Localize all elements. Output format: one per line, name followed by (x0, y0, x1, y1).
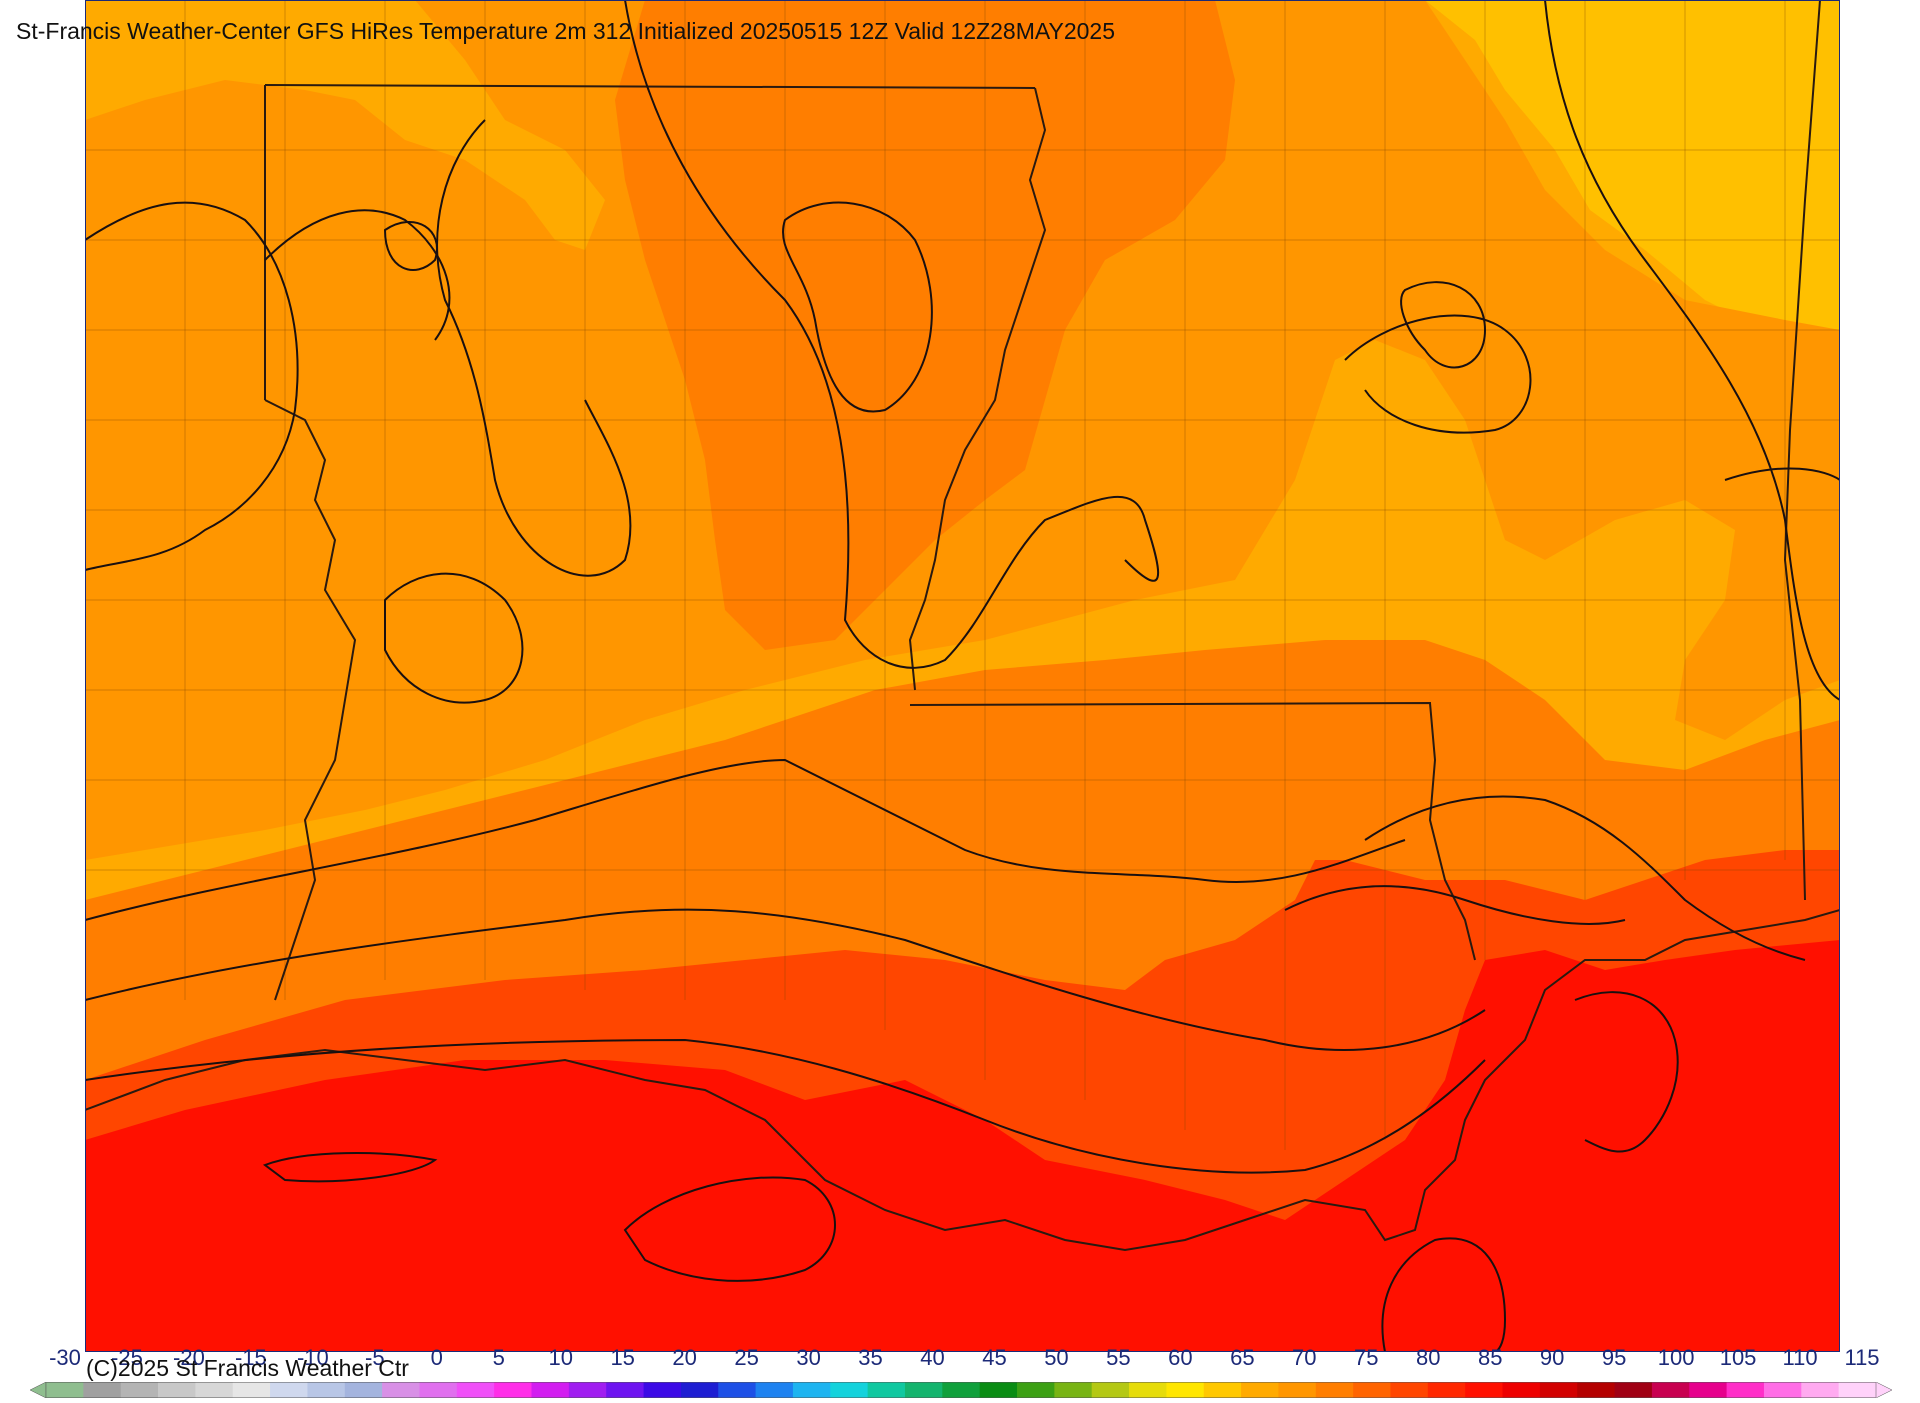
colorbar-label: -15 (234, 1345, 267, 1370)
colorbar-label: 10 (548, 1345, 573, 1370)
colorbar-label: 80 (1415, 1345, 1441, 1370)
colorbar-label: 60 (1168, 1345, 1193, 1370)
colorbar-segment (942, 1382, 981, 1398)
colorbar-segment (1801, 1382, 1840, 1398)
colorbar-segment (531, 1382, 570, 1398)
band-95 (85, 940, 1840, 1352)
colorbar-segment (120, 1382, 159, 1398)
colorbar-segment (83, 1382, 122, 1398)
colorbar-label: 65 (1230, 1345, 1255, 1370)
colorbar-segment (643, 1382, 682, 1398)
colorbar-segment (1241, 1382, 1279, 1398)
band-cool-ne (1425, 0, 1840, 360)
colorbar-segment (1651, 1382, 1690, 1398)
colorbar-segment (456, 1382, 495, 1398)
colorbar-segment (568, 1382, 607, 1398)
colorbar-label: -30 (49, 1345, 81, 1370)
colorbar-right-arrow (1875, 1381, 1893, 1399)
colorbar-label: -20 (173, 1345, 205, 1370)
colorbar-label: 110 (1782, 1345, 1818, 1370)
colorbar-segment (307, 1382, 346, 1398)
colorbar-segment (344, 1382, 383, 1398)
colorbar-segment (606, 1382, 645, 1398)
colorbar-segment (382, 1382, 420, 1398)
colorbar-segment (1129, 1382, 1167, 1398)
colorbar-segment (979, 1382, 1018, 1398)
colorbar-labels: -30 -25 -20 -15 -10 -5 0 5 10 15 20 25 30 35 40 45 50 55 6… (0, 1345, 1920, 1375)
colorbar-segment (1054, 1382, 1093, 1398)
colorbar-label: 40 (920, 1345, 945, 1370)
colorbar-segment (792, 1382, 831, 1398)
colorbar-segment (158, 1382, 196, 1398)
colorbar-label: -10 (296, 1345, 329, 1370)
colorbar-segment (1465, 1382, 1504, 1398)
colorbar-label: 5 (492, 1345, 505, 1370)
colorbar-segment (1763, 1382, 1802, 1398)
state-borders (264, 0, 1821, 1001)
colorbar-segment (1017, 1382, 1055, 1398)
colorbar-label: 0 (430, 1345, 443, 1370)
colorbar-segment (1203, 1382, 1242, 1398)
colorbar-segment (755, 1382, 794, 1398)
copyright-text: (C)2025 St Francis Weather Ctr (86, 1355, 409, 1381)
colorbar-label: 15 (610, 1345, 635, 1370)
colorbar-segment (419, 1382, 458, 1398)
colorbar-label: 50 (1044, 1345, 1069, 1370)
colorbar-segment (904, 1382, 943, 1398)
colorbar-segment (1838, 1382, 1877, 1398)
map-frame (85, 0, 1840, 1352)
colorbar-label: 30 (796, 1345, 821, 1370)
colorbar-label: 45 (982, 1345, 1007, 1370)
colorbar-segment (1726, 1382, 1765, 1398)
colorbar-label: 70 (1292, 1345, 1317, 1370)
colorbar-segment (195, 1382, 234, 1398)
colorbar-segment (46, 1382, 84, 1398)
colorbar-segment (1427, 1382, 1466, 1398)
colorbar-label: 35 (858, 1345, 883, 1370)
colorbar-segment (867, 1382, 906, 1398)
colorbar-label: 95 (1601, 1345, 1627, 1370)
colorbar-segment (1315, 1382, 1354, 1398)
contour-lines (85, 0, 1840, 1352)
colorbar-segment (718, 1382, 757, 1398)
colorbar-segment (1166, 1382, 1205, 1398)
colorbar-label: 115 (1844, 1345, 1880, 1370)
colorbar-segment (680, 1382, 719, 1398)
colorbar-label: -25 (111, 1345, 143, 1370)
colorbar-label: 75 (1354, 1345, 1379, 1370)
colorbar-label: 85 (1477, 1345, 1503, 1370)
colorbar-label: 25 (734, 1345, 759, 1370)
colorbar-segment (494, 1382, 533, 1398)
colorbar-segment (1091, 1382, 1130, 1398)
colorbar-label: 105 (1719, 1345, 1757, 1370)
temperature-map (85, 0, 1840, 1352)
colorbar-label: 100 (1657, 1345, 1695, 1370)
coastline (85, 909, 1840, 1252)
colorbar-segment (270, 1382, 308, 1398)
colorbar-segment (1353, 1382, 1391, 1398)
colorbar-segment (1502, 1382, 1541, 1398)
colorbar-left-arrow (29, 1381, 47, 1399)
colorbar-segment (1614, 1382, 1653, 1398)
temperature-colorbar (29, 1381, 1893, 1399)
map-title: St-Francis Weather-Center GFS HiRes Temp… (16, 18, 1116, 44)
colorbar-segment (1577, 1382, 1616, 1398)
colorbar-segment (1689, 1382, 1728, 1398)
band-85-core (615, 0, 1235, 650)
colorbar-segment (1390, 1382, 1429, 1398)
colorbar-label: 90 (1539, 1345, 1565, 1370)
colorbar-segment (1539, 1382, 1578, 1398)
colorbar-segment (232, 1382, 271, 1398)
colorbar-label: 55 (1106, 1345, 1131, 1370)
colorbar-segment (830, 1382, 869, 1398)
colorbar-label: 20 (672, 1345, 697, 1370)
county-lines (85, 0, 1840, 1150)
colorbar-label: -5 (365, 1345, 385, 1370)
colorbar-segment (1278, 1382, 1317, 1398)
